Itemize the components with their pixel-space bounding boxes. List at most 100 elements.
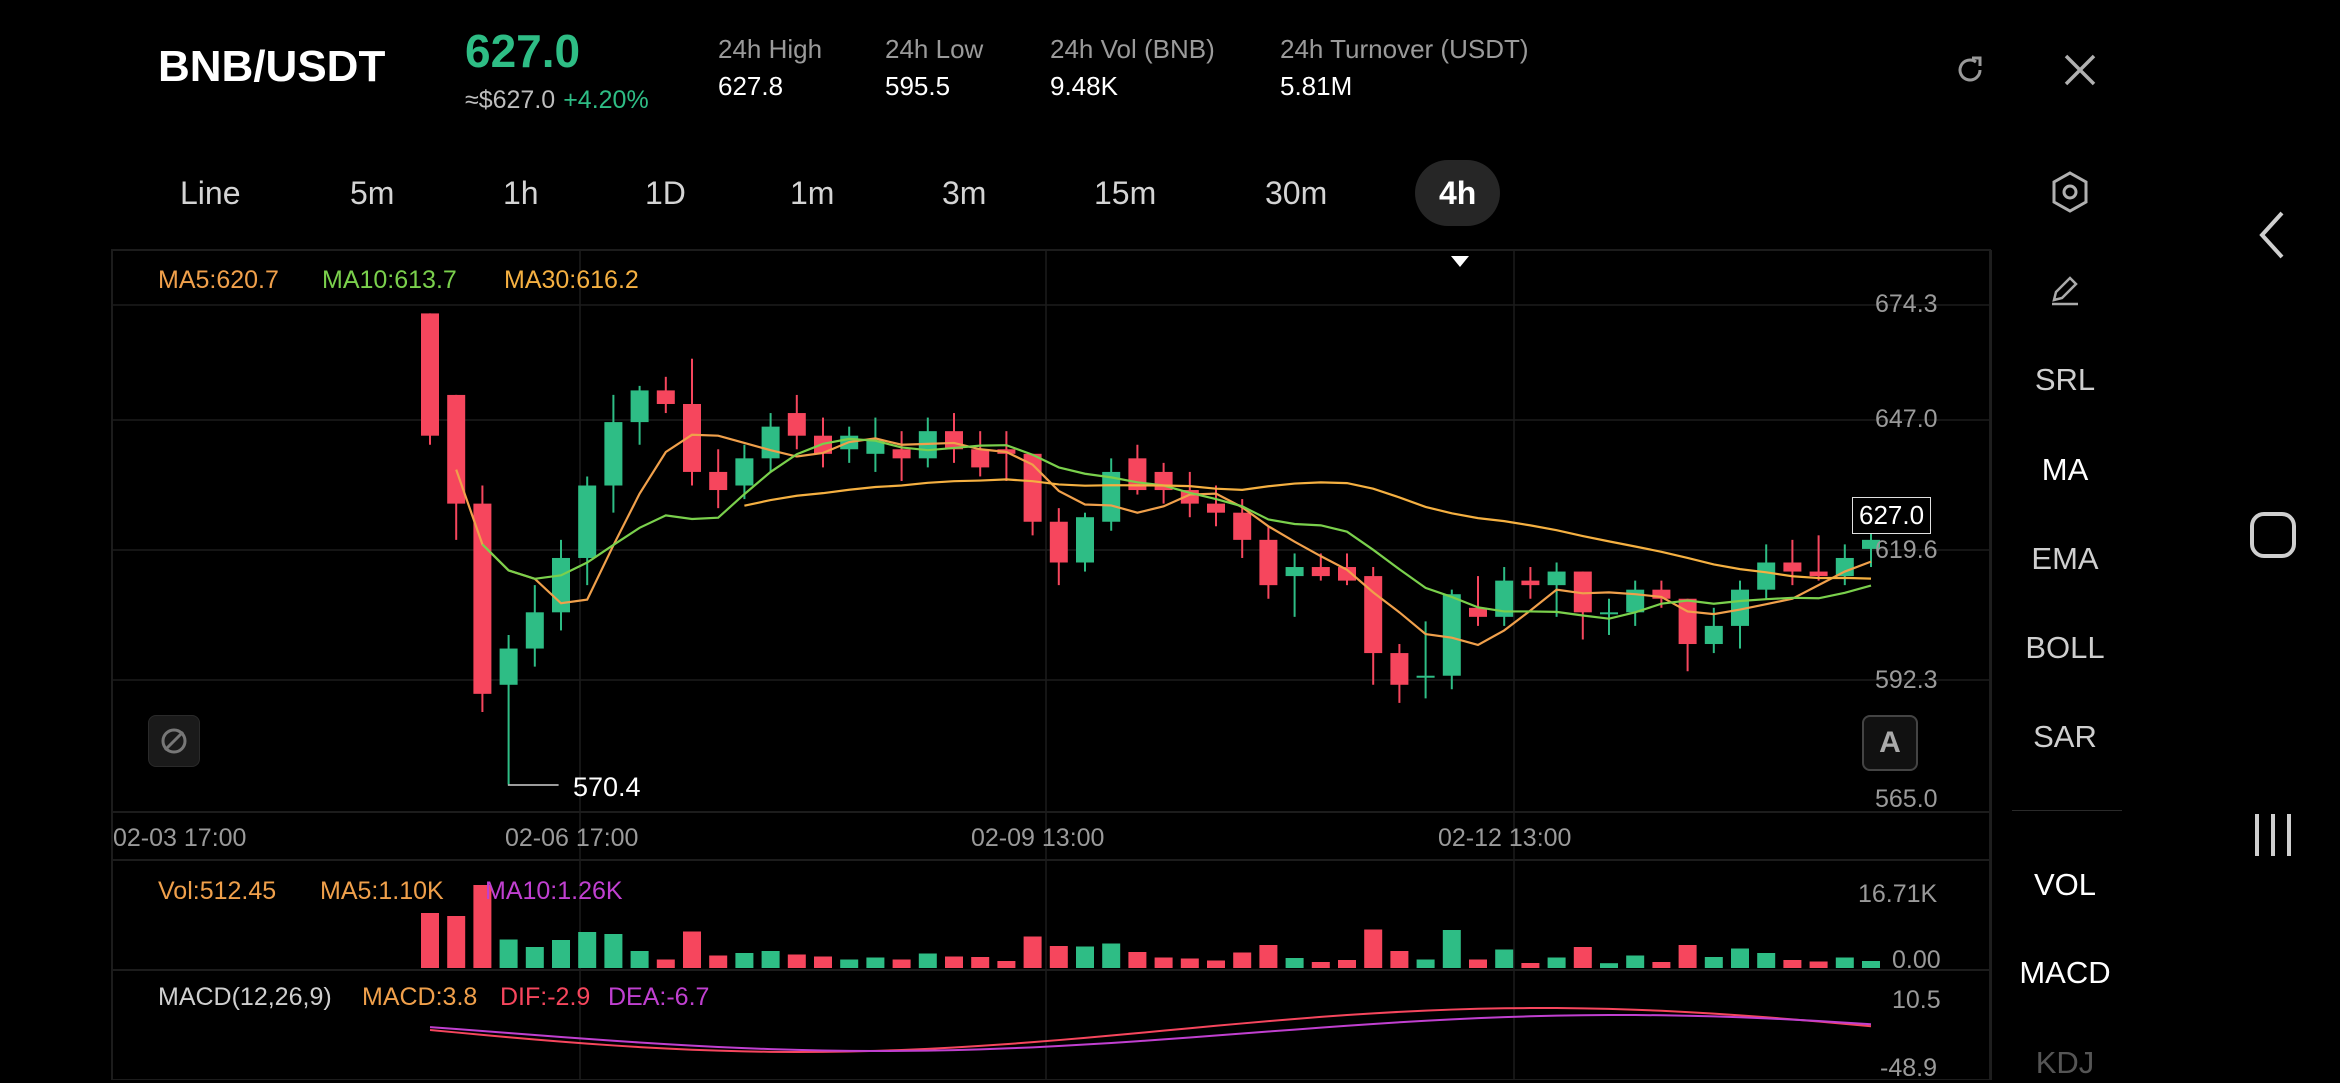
volume-bar: [1128, 952, 1147, 968]
candle-body: [1573, 571, 1592, 613]
candle-body: [971, 449, 990, 468]
indicator-sar[interactable]: SAR: [2033, 719, 2097, 754]
tab-15m[interactable]: 15m: [1094, 175, 1157, 211]
volume-bar: [421, 913, 439, 968]
volume-bar: [735, 953, 754, 968]
candle-body: [1731, 589, 1749, 626]
time-axis-label: 02-12 13:00: [1438, 824, 1572, 852]
volume-bar: [525, 947, 544, 968]
volume-bar: [1416, 959, 1435, 968]
time-axis-label: 02-06 17:00: [505, 824, 639, 852]
candle-body: [1495, 580, 1514, 617]
stat-value: 627.8: [718, 71, 784, 101]
back-nav-icon[interactable]: [2252, 205, 2292, 270]
volume-bar: [1285, 958, 1304, 968]
indicator-kdj[interactable]: KDJ: [2035, 1045, 2095, 1080]
tab-1d[interactable]: 1D: [645, 175, 686, 211]
tab-1m[interactable]: 1m: [790, 175, 835, 211]
ma5-legend: MA5:620.7: [158, 266, 279, 294]
volume-bar: [1652, 962, 1671, 968]
panel-divider: [2012, 810, 2122, 811]
volume-bar: [1521, 963, 1540, 968]
rotate-icon[interactable]: [1950, 50, 1990, 95]
volume-bar: [473, 885, 492, 968]
recents-nav-icon[interactable]: [2248, 810, 2298, 865]
indicator-ema[interactable]: EMA: [2031, 541, 2099, 576]
volume-bar: [840, 959, 859, 968]
candle-body: [1233, 512, 1252, 540]
indicator-macd[interactable]: MACD: [2019, 955, 2111, 990]
candle-body: [1704, 625, 1723, 645]
tab-30m[interactable]: 30m: [1265, 175, 1328, 211]
indicator-ma[interactable]: MA: [2041, 452, 2089, 487]
macd-title: MACD(12,26,9): [158, 983, 332, 1011]
volume-bar: [1600, 963, 1618, 968]
volume-bar: [1390, 951, 1409, 968]
candle-body: [735, 458, 754, 486]
tab-5m[interactable]: 5m: [350, 175, 395, 211]
candle-body: [1547, 571, 1566, 586]
volume-bar: [918, 953, 937, 968]
candle-body: [421, 313, 439, 436]
volume-bar: [709, 955, 728, 968]
stat-label: 24h Low: [885, 34, 984, 64]
low-marker-line: [507, 784, 559, 786]
candle-body: [1757, 562, 1776, 590]
close-icon[interactable]: [2060, 50, 2100, 95]
tab-4h[interactable]: 4h: [1415, 160, 1501, 268]
volume-bar: [814, 956, 832, 968]
vol-ma10-legend: MA10:1.26K: [485, 877, 623, 905]
candle-body: [1311, 567, 1330, 577]
tab-1h[interactable]: 1h: [503, 175, 539, 211]
volume-bar: [1023, 936, 1042, 968]
candle-body: [1678, 598, 1697, 645]
stat-value: 595.5: [885, 71, 951, 101]
volume-bar: [1495, 949, 1514, 968]
candle-body: [761, 426, 780, 459]
candle-body: [709, 471, 728, 491]
indicator-panel: SRL MA EMA BOLL SAR VOL MACD KDJ: [1990, 250, 2138, 1080]
tab-3m[interactable]: 3m: [942, 175, 987, 211]
vol-axis-label: 16.71K: [1858, 880, 1938, 908]
settings-hexagon-icon[interactable]: [2050, 170, 2090, 219]
volume-bar: [1809, 961, 1828, 968]
indicator-boll[interactable]: BOLL: [2025, 630, 2105, 665]
volume-bar: [1233, 952, 1252, 968]
draw-pencil-icon[interactable]: [1992, 274, 2138, 316]
candle-body: [1049, 521, 1068, 563]
volume-bar: [1678, 945, 1697, 968]
ma10-line: [481, 437, 1872, 620]
indicator-srl[interactable]: SRL: [2034, 362, 2096, 397]
price-axis-label: 674.3: [1875, 290, 1938, 318]
auto-scale-button[interactable]: A: [1862, 715, 1918, 771]
candle-body: [1862, 539, 1880, 549]
candle-body: [604, 422, 623, 486]
volume-bar: [1442, 930, 1461, 968]
candle-body: [1416, 675, 1435, 678]
indicator-vol[interactable]: VOL: [2033, 867, 2097, 902]
time-axis-label: 02-09 13:00: [971, 824, 1105, 852]
volume-bar: [1862, 961, 1880, 968]
last-price: 627.0: [465, 25, 581, 77]
volume-bar: [892, 959, 911, 968]
candle-body: [1285, 567, 1304, 577]
tab-4h-label: 4h: [1439, 175, 1477, 211]
candle-body: [1076, 517, 1094, 563]
candle-body: [473, 503, 492, 694]
volume-bar: [1469, 959, 1487, 968]
stat-low: 24h Low 595.5: [885, 34, 983, 102]
candle-body: [892, 449, 911, 459]
volume-bar: [971, 957, 990, 968]
stat-value: 5.81M: [1280, 71, 1353, 101]
stat-label: 24h Vol (BNB): [1050, 34, 1215, 64]
ma30-line: [744, 478, 1872, 580]
home-nav-icon[interactable]: [2248, 510, 2298, 565]
ma5-line: [455, 433, 1872, 647]
candle-body: [578, 485, 597, 558]
candle-body: [1023, 453, 1042, 522]
volume-bar: [787, 954, 806, 968]
drawing-tool-icon[interactable]: [148, 715, 200, 767]
candle-body: [1469, 607, 1487, 617]
tab-line[interactable]: Line: [180, 175, 241, 211]
